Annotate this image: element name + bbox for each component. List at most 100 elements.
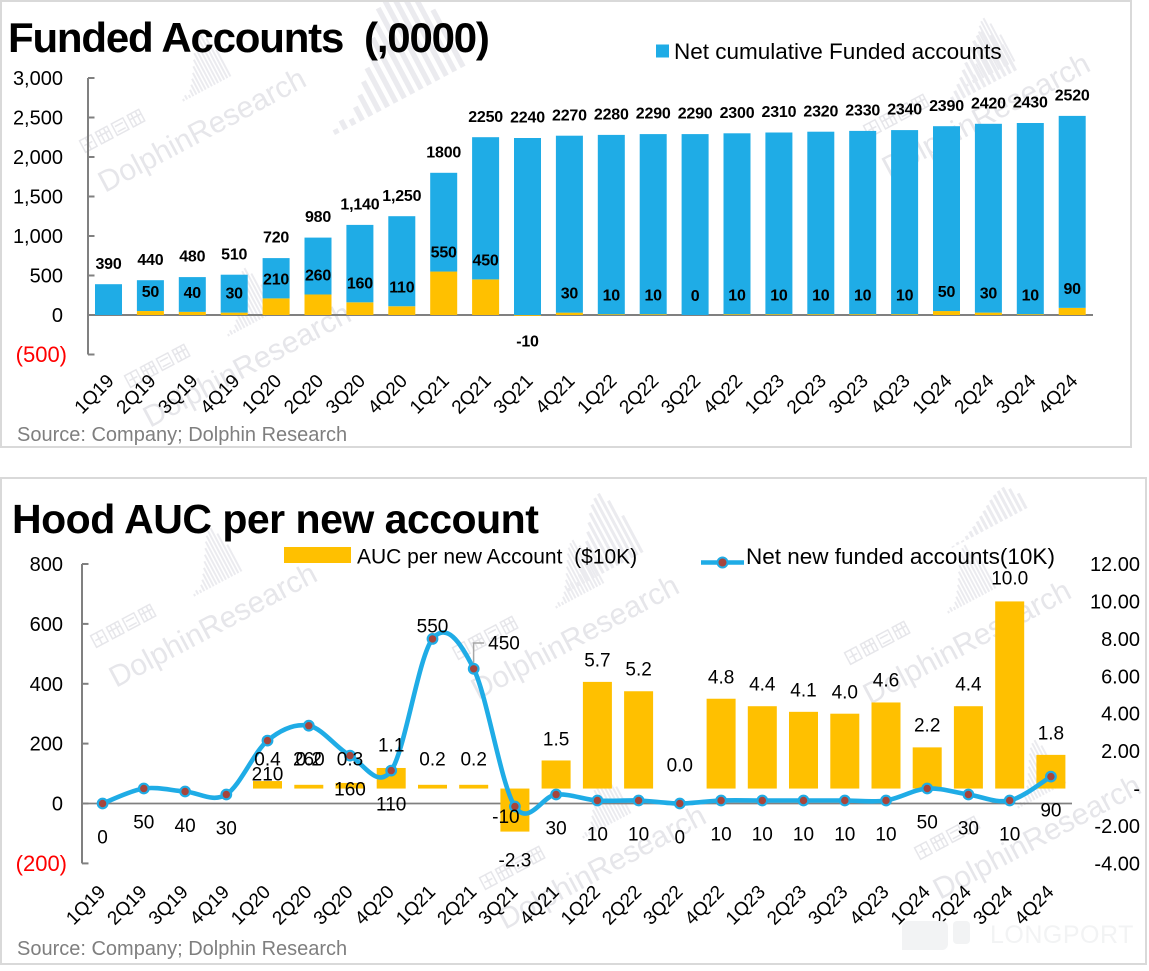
svg-text:440: 440 [137,252,163,269]
svg-text:50: 50 [938,284,956,301]
svg-text:4.4: 4.4 [749,675,776,696]
svg-text:4.6: 4.6 [873,671,899,692]
svg-text:2,000: 2,000 [13,147,63,169]
svg-text:2.2: 2.2 [914,716,940,737]
svg-text:40: 40 [175,816,196,837]
svg-text:10: 10 [896,287,914,304]
svg-text:10.00: 10.00 [1090,591,1140,613]
svg-text:800: 800 [30,554,63,576]
svg-text:2270: 2270 [552,107,587,124]
svg-text:40: 40 [184,285,202,302]
svg-text:50: 50 [917,813,938,834]
svg-text:2330: 2330 [845,103,880,120]
svg-text:550: 550 [431,245,457,262]
svg-text:0: 0 [97,828,108,849]
svg-text:260: 260 [305,268,331,285]
svg-text:(500): (500) [16,342,67,367]
svg-text:10: 10 [587,825,608,846]
svg-text:30: 30 [561,286,579,303]
svg-text:8.00: 8.00 [1101,629,1140,651]
svg-text:10.0: 10.0 [991,569,1028,590]
svg-text:30: 30 [546,819,567,840]
svg-text:2.00: 2.00 [1101,741,1140,763]
svg-text:1,140: 1,140 [340,197,379,214]
svg-text:-10: -10 [492,807,519,828]
svg-text:480: 480 [179,249,205,266]
svg-text:3,000: 3,000 [13,68,63,90]
svg-text:AUC per new Account ($10K): AUC per new Account ($10K) [357,545,637,568]
svg-text:110: 110 [389,279,415,296]
svg-text:Source: Company; Dolphin Resea: Source: Company; Dolphin Research [17,938,347,960]
svg-text:2320: 2320 [803,103,838,120]
svg-text:10: 10 [770,287,788,304]
svg-text:30: 30 [216,819,237,840]
svg-text:200: 200 [30,734,63,756]
svg-text:550: 550 [417,617,449,638]
svg-text:90: 90 [1040,801,1061,822]
svg-text:10: 10 [854,287,872,304]
svg-text:10: 10 [1022,287,1040,304]
svg-text:2310: 2310 [762,104,797,121]
svg-text:-2.3: -2.3 [499,851,532,872]
svg-text:2250: 2250 [468,109,503,126]
svg-text:2290: 2290 [636,106,671,123]
svg-text:1800: 1800 [426,144,461,161]
svg-text:Net new funded accounts(10K): Net new funded accounts(10K) [746,544,1055,569]
svg-text:2240: 2240 [510,110,545,127]
svg-text:10: 10 [999,825,1020,846]
svg-text:1.8: 1.8 [1038,724,1064,745]
svg-text:4.4: 4.4 [955,675,982,696]
svg-text:50: 50 [133,813,154,834]
svg-text:2280: 2280 [594,107,629,124]
svg-text:4.0: 4.0 [832,683,858,704]
svg-text:10: 10 [728,287,746,304]
svg-text:0: 0 [691,288,700,305]
svg-text:-2.00: -2.00 [1094,816,1140,838]
svg-text:0.0: 0.0 [667,756,693,777]
svg-text:160: 160 [347,276,373,293]
svg-text:2340: 2340 [887,102,922,119]
svg-text:2430: 2430 [1013,95,1048,112]
svg-text:400: 400 [30,674,63,696]
svg-text:10: 10 [812,287,830,304]
svg-text:6.00: 6.00 [1101,666,1140,688]
svg-text:10: 10 [875,825,896,846]
svg-text:2300: 2300 [720,105,755,122]
svg-text:0.3: 0.3 [337,750,363,771]
svg-text:260: 260 [293,750,325,771]
svg-text:4.00: 4.00 [1101,704,1140,726]
svg-text:0.2: 0.2 [296,750,322,771]
svg-text:90: 90 [1063,281,1081,298]
svg-text:450: 450 [473,253,499,270]
svg-text:1,250: 1,250 [382,188,421,205]
svg-text:1,500: 1,500 [13,187,63,209]
svg-text:-4.00: -4.00 [1094,853,1140,875]
svg-text:10: 10 [628,825,649,846]
svg-text:12.00: 12.00 [1090,554,1140,576]
svg-text:30: 30 [225,286,243,303]
svg-text:-: - [1133,779,1140,801]
svg-text:210: 210 [252,765,284,786]
svg-text:210: 210 [263,272,289,289]
svg-text:0: 0 [52,305,63,327]
svg-text:50: 50 [142,284,160,301]
svg-text:2420: 2420 [971,95,1006,112]
svg-text:2290: 2290 [678,106,713,123]
svg-text:Funded Accounts (,0000): Funded Accounts (,0000) [8,14,489,61]
svg-text:500: 500 [30,266,63,288]
svg-text:5.7: 5.7 [584,651,610,672]
svg-text:10: 10 [752,825,773,846]
svg-text:30: 30 [958,819,979,840]
svg-text:450: 450 [488,634,520,655]
svg-text:4.1: 4.1 [790,681,816,702]
svg-text:10: 10 [644,287,662,304]
svg-text:1.5: 1.5 [543,730,569,751]
svg-text:(200): (200) [16,851,67,876]
svg-text:2520: 2520 [1055,88,1090,105]
svg-text:510: 510 [221,246,247,263]
svg-text:0.2: 0.2 [419,750,445,771]
svg-text:160: 160 [334,780,366,801]
svg-text:10: 10 [711,825,732,846]
svg-text:1.1: 1.1 [378,736,404,757]
svg-text:2,500: 2,500 [13,108,63,130]
